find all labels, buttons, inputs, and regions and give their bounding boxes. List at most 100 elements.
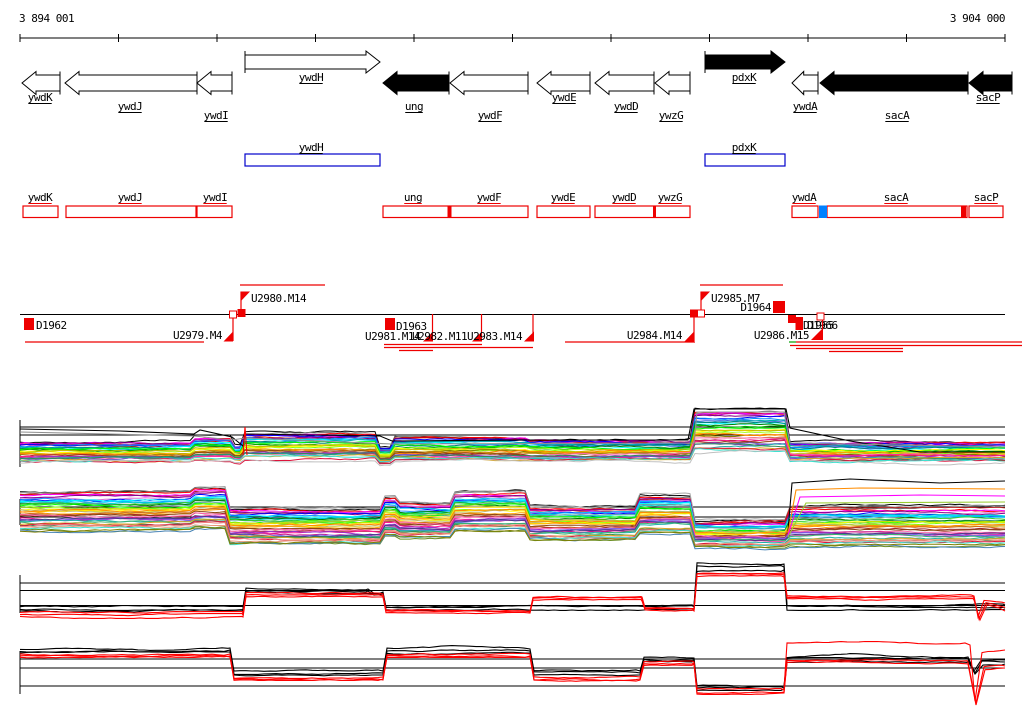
probe-flag-U2985.M7[interactable]	[701, 291, 710, 302]
probe-triangle-U2983.M14[interactable]	[524, 331, 534, 342]
probe-base-square[interactable]	[816, 312, 825, 321]
gene-ywdD-label[interactable]: ywdD	[614, 100, 639, 113]
gene-box-ywdD[interactable]	[594, 205, 655, 219]
expression-line	[19, 527, 1006, 551]
probe-label-U2980.M14[interactable]: U2980.M14	[251, 292, 307, 305]
probe-label-U2982.M11[interactable]: U2982.M11	[412, 330, 468, 343]
gene-arrow-sacA[interactable]	[819, 70, 969, 96]
probe-label-U2984.M14[interactable]: U2984.M14	[627, 329, 683, 342]
expression-line	[787, 501, 1006, 538]
probe-square-D1964[interactable]	[773, 301, 785, 313]
gene-ywdF-label[interactable]: ywdF	[478, 109, 503, 122]
gene-box-ywzG-label[interactable]: ywzG	[658, 191, 683, 204]
probe-triangle-U2982.M11[interactable]	[472, 331, 482, 342]
gene-box-ung[interactable]	[382, 205, 450, 219]
probe-triangle-U2979.M4[interactable]	[223, 331, 234, 342]
gene-box-ywdI[interactable]	[196, 205, 233, 219]
gene-sacP-label[interactable]: sacP	[976, 91, 1002, 104]
gene-box-ywdI-label[interactable]: ywdI	[203, 191, 228, 204]
expression-line	[19, 510, 1006, 538]
expression-line	[19, 562, 1006, 608]
probe-label-D1962[interactable]: D1962	[36, 319, 67, 332]
gene-arrow-ywdJ[interactable]	[64, 70, 198, 96]
probe-base-square[interactable]	[237, 309, 246, 317]
expression-line	[19, 449, 1006, 467]
probe-square-D1963[interactable]	[385, 318, 395, 330]
probe-label-U2983.M14[interactable]: U2983.M14	[467, 330, 523, 343]
gene-ywdE-label[interactable]: ywdE	[552, 91, 577, 104]
gene-arrow-ywdD[interactable]	[594, 70, 655, 96]
expression-line	[787, 487, 1006, 534]
gene-arrow-ywdA[interactable]	[791, 70, 819, 96]
gene-arrow-ywdE[interactable]	[536, 70, 591, 96]
gene-arrow-ywdK[interactable]	[21, 70, 61, 96]
probe-triangle-U2986.M15[interactable]	[811, 328, 823, 340]
gene-box-ywdK-label[interactable]: ywdK	[28, 191, 54, 204]
gene-box-ywdK[interactable]	[22, 205, 59, 219]
gene-box-ywdE[interactable]	[536, 205, 591, 219]
expression-line	[19, 432, 1006, 461]
gene-box-ywdJ-label[interactable]: ywdJ	[118, 191, 143, 204]
gene-box-ung-label[interactable]: ung	[404, 191, 423, 204]
gene-box-sacA[interactable]	[826, 205, 968, 219]
probe-label-D1963[interactable]: D1963	[396, 320, 427, 333]
expression-line	[19, 443, 1006, 462]
expression-line	[19, 487, 1006, 523]
probe-base-square[interactable]	[697, 309, 705, 318]
expression-line	[19, 640, 1006, 702]
gene-box-ywdJ[interactable]	[65, 205, 197, 219]
operon-pdxK-label[interactable]: pdxK	[732, 141, 758, 154]
gene-ywdJ-label[interactable]: ywdJ	[118, 100, 143, 113]
gene-box-ywdA-label[interactable]: ywdA	[792, 191, 818, 204]
gene-box-ywdA[interactable]	[791, 205, 819, 219]
gene-arrow-pdxK[interactable]	[704, 49, 786, 75]
probe-triangle-U2984.M14[interactable]	[684, 331, 695, 342]
probe-label-U2986.M15[interactable]: U2986.M15	[754, 329, 810, 342]
gene-box-ywdE-label[interactable]: ywdE	[551, 191, 576, 204]
gene-box-sacA-label[interactable]: sacA	[884, 191, 910, 204]
operon-box-pdxK[interactable]	[704, 153, 786, 167]
expression-line	[19, 505, 1006, 536]
probe-square-D1966[interactable]	[795, 317, 804, 330]
gene-box-ywzG[interactable]	[654, 205, 691, 219]
ruler-end-label: 3 904 000	[949, 12, 1006, 25]
probe-label-U2985.M7[interactable]: U2985.M7	[711, 292, 760, 305]
gene-arrow-ywzG[interactable]	[654, 70, 691, 96]
gene-arrow-ywdI[interactable]	[196, 70, 233, 96]
gene-arrow-ung[interactable]	[382, 70, 450, 96]
probe-triangle-U2981.M14[interactable]	[423, 331, 433, 342]
gene-box-ywdD-label[interactable]: ywdD	[612, 191, 637, 204]
gene-ywdI-label[interactable]: ywdI	[204, 109, 229, 122]
probe-label-D1965[interactable]: D1965	[803, 319, 834, 332]
gene-ung-label[interactable]: ung	[405, 100, 424, 113]
gene-pdxK-label[interactable]: pdxK	[732, 71, 758, 84]
gene-arrow-ywdF[interactable]	[449, 70, 529, 96]
gene-arrow-ywdH[interactable]	[244, 49, 381, 75]
operon-box-ywdH[interactable]	[244, 153, 381, 167]
gene-box-ywdF-label[interactable]: ywdF	[477, 191, 502, 204]
gene-box-sacP[interactable]	[968, 205, 1004, 219]
gene-box-divider	[653, 206, 656, 218]
gene-arrow-sacP[interactable]	[968, 70, 1013, 96]
probe-square-D1962[interactable]	[24, 318, 34, 330]
gene-box-sacP-label[interactable]: sacP	[974, 191, 1000, 204]
probe-label-D1964[interactable]: D1964	[740, 301, 772, 314]
gene-sacA-label[interactable]: sacA	[885, 109, 911, 122]
expression-line	[19, 491, 1006, 526]
probe-base-square[interactable]	[690, 309, 698, 318]
gene-ywdH-label[interactable]: ywdH	[299, 71, 324, 84]
probe-flag-U2980.M14[interactable]	[241, 291, 250, 302]
gene-ywzG-label[interactable]: ywzG	[659, 109, 684, 122]
expression-line	[19, 411, 1006, 448]
expression-line	[19, 645, 1006, 688]
probe-label-U2979.M4[interactable]: U2979.M4	[173, 329, 223, 342]
gene-ywdK-label[interactable]: ywdK	[28, 91, 54, 104]
probe-label-U2981.M14[interactable]: U2981.M14	[365, 330, 421, 343]
probe-square-D1965[interactable]	[788, 315, 796, 323]
operon-ywdH-label[interactable]: ywdH	[299, 141, 324, 154]
gene-ywdA-label[interactable]: ywdA	[793, 100, 819, 113]
gene-box-ywdF[interactable]	[449, 205, 529, 219]
blue-feature-marker[interactable]	[819, 205, 827, 218]
probe-base-square[interactable]	[229, 310, 237, 319]
